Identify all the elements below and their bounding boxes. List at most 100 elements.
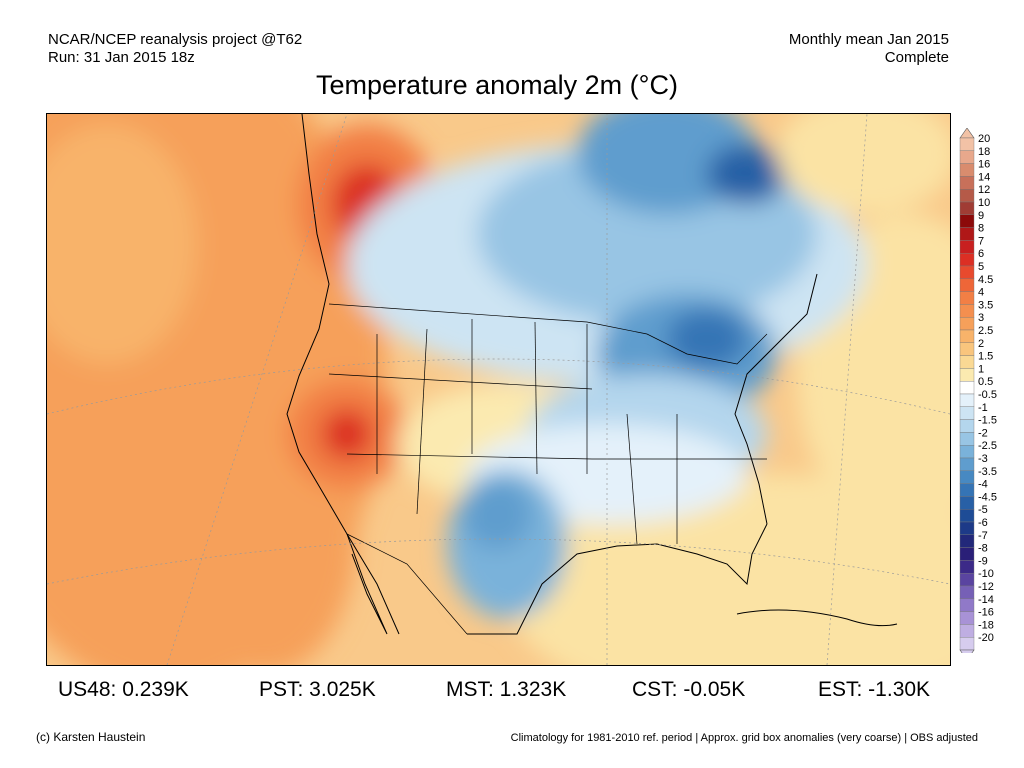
- stat-cst: CST: -0.05K: [632, 678, 746, 701]
- scale-swatch: [959, 137, 975, 152]
- anomaly-field: [47, 114, 950, 665]
- scale-label: -1.5: [978, 415, 997, 427]
- scale-label: 4.5: [978, 274, 993, 286]
- scale-label: -18: [978, 619, 994, 631]
- graticule: [47, 114, 950, 665]
- scale-label: 18: [978, 146, 990, 158]
- source-line: NCAR/NCEP reanalysis project @T62: [48, 31, 303, 48]
- scale-label: -0.5: [978, 389, 997, 401]
- scale-swatch: [959, 291, 975, 305]
- scale-swatch: [959, 445, 975, 459]
- scale-label: 10: [978, 197, 990, 209]
- scale-swatch: [959, 316, 975, 331]
- region-averages: US48: 0.239K PST: 3.025K MST: 1.323K CST…: [0, 678, 1024, 706]
- scale-swatch: [959, 406, 975, 420]
- color-scale-blocks: [959, 128, 975, 653]
- scale-swatch: [959, 637, 975, 651]
- scale-swatch: [959, 265, 975, 280]
- scale-swatch: [959, 278, 975, 292]
- scale-label: 1: [978, 363, 984, 375]
- footnote: Climatology for 1981-2010 ref. period | …: [510, 732, 978, 744]
- stat-est: EST: -1.30K: [818, 678, 931, 701]
- scale-label: -3.5: [978, 466, 997, 478]
- scale-swatch: [959, 496, 975, 510]
- stat-mst: MST: 1.323K: [446, 678, 567, 701]
- scale-swatch: [959, 560, 975, 574]
- scale-label: -1: [978, 402, 988, 414]
- borders: [328, 303, 768, 635]
- scale-label: -8: [978, 543, 988, 555]
- stat-us48: US48: 0.239K: [58, 678, 189, 701]
- scale-swatch: [959, 483, 975, 497]
- scale-label: -3: [978, 453, 988, 465]
- scale-label: -9: [978, 555, 988, 567]
- stat-pst: PST: 3.025K: [259, 678, 376, 701]
- scale-swatch: [959, 304, 975, 318]
- scale-swatch: [959, 470, 975, 484]
- scale-swatch: [959, 611, 975, 625]
- gulf-coastline: [467, 523, 768, 635]
- scale-label: -14: [978, 594, 994, 606]
- source-info: NCAR/NCEP reanalysis project @T62 Run: 3…: [48, 31, 302, 67]
- scale-swatch: [959, 457, 975, 472]
- scale-label: 2: [978, 338, 984, 350]
- scale-swatch: [959, 598, 975, 612]
- scale-label: -5: [978, 504, 988, 516]
- scale-label: -6: [978, 517, 988, 529]
- scale-label: -4: [978, 479, 988, 491]
- scale-swatch: [959, 585, 975, 600]
- scale-label: 8: [978, 223, 984, 235]
- scale-swatch: [959, 150, 975, 164]
- scale-label: -20: [978, 632, 994, 644]
- scale-swatch: [959, 176, 975, 190]
- scale-label: -12: [978, 581, 994, 593]
- us-canada-border: [328, 303, 588, 323]
- period-info: Monthly mean Jan 2015 Complete: [789, 31, 949, 67]
- scale-label: -10: [978, 568, 994, 580]
- atlantic-coastline: [734, 273, 818, 525]
- color-scale: 201816141210987654.543.532.521.510.5-0.5…: [959, 128, 997, 653]
- scale-swatch: [959, 214, 975, 228]
- scale-swatch: [959, 419, 975, 433]
- scale-swatch: [959, 201, 975, 216]
- scale-swatch: [959, 342, 975, 356]
- scale-swatch: [959, 573, 975, 587]
- scale-swatch: [959, 329, 975, 344]
- scale-label: -2: [978, 427, 988, 439]
- scale-swatch: [959, 547, 975, 561]
- scale-label: 9: [978, 210, 984, 222]
- scale-label: 1.5: [978, 351, 993, 363]
- scale-swatch: [959, 432, 975, 446]
- baja-coastline: [346, 533, 388, 635]
- scale-max-arrow: [959, 128, 975, 139]
- scale-label: 0.5: [978, 376, 993, 388]
- scale-label: 12: [978, 184, 990, 196]
- color-scale-labels: 201816141210987654.543.532.521.510.5-0.5…: [978, 133, 997, 644]
- scale-label: 3: [978, 312, 984, 324]
- scale-label: 3.5: [978, 299, 993, 311]
- scale-label: -2.5: [978, 440, 997, 452]
- scale-label: 5: [978, 261, 984, 273]
- scale-swatch: [959, 380, 975, 395]
- scale-label: -16: [978, 607, 994, 619]
- scale-label: 20: [978, 133, 990, 145]
- scale-swatch: [959, 624, 975, 638]
- scale-label: 6: [978, 248, 984, 260]
- scale-swatch: [959, 368, 975, 382]
- scale-swatch: [959, 189, 975, 203]
- scale-label: 4: [978, 287, 984, 299]
- scale-label: -4.5: [978, 491, 997, 503]
- period-line: Monthly mean Jan 2015: [788, 31, 949, 48]
- scale-label: 7: [978, 235, 984, 247]
- run-line: Run: 31 Jan 2015 18z: [48, 49, 195, 66]
- scale-label: -7: [978, 530, 988, 542]
- scale-swatch: [959, 509, 975, 523]
- cuba-coastline: [736, 609, 898, 627]
- coastlines: [286, 114, 898, 635]
- map-canvas: [47, 114, 950, 665]
- scale-swatch: [959, 163, 975, 177]
- great-lakes-border: [586, 321, 768, 365]
- scale-swatch: [959, 252, 975, 267]
- us-mexico-border: [346, 533, 468, 635]
- scale-label: 16: [978, 159, 990, 171]
